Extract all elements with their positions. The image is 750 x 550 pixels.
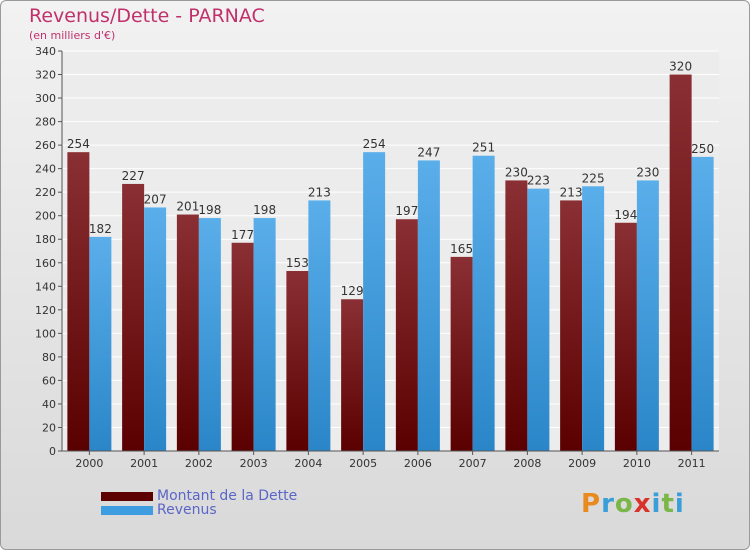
data-label-revenus: 254 (363, 137, 386, 151)
x-tick-label: 2009 (568, 457, 596, 470)
data-label-revenus: 182 (89, 222, 112, 236)
data-label-dette: 201 (176, 200, 199, 214)
x-tick-label: 2000 (75, 457, 103, 470)
bar-dette (122, 183, 145, 452)
y-tick-label: 80 (42, 351, 56, 364)
chart-subtitle: (en milliers d'€) (29, 29, 116, 42)
bar-dette (286, 271, 309, 451)
bar-revenus (527, 188, 550, 451)
y-tick-label: 280 (35, 116, 56, 129)
bar-revenus (198, 218, 221, 451)
bar-revenus (472, 155, 495, 452)
data-label-revenus: 198 (253, 203, 276, 217)
x-tick-label: 2011 (678, 457, 706, 470)
bar-dette (669, 74, 692, 451)
bar-dette (231, 242, 254, 451)
bar-dette (614, 222, 637, 451)
data-label-dette: 165 (450, 242, 473, 256)
bar-dette (560, 200, 583, 451)
x-tick-label: 2004 (294, 457, 322, 470)
y-tick-label: 220 (35, 186, 56, 199)
data-label-revenus: 247 (417, 145, 440, 159)
bar-dette (395, 219, 418, 451)
data-label-revenus: 225 (582, 171, 605, 185)
legend-label-dette: Montant de la Dette (157, 488, 298, 504)
data-label-dette: 197 (395, 204, 418, 218)
bar-revenus (363, 152, 386, 452)
data-label-dette: 230 (505, 165, 528, 179)
bar-revenus (144, 207, 167, 451)
y-tick-label: 240 (35, 163, 56, 176)
y-tick-label: 180 (35, 233, 56, 246)
y-tick-label: 100 (35, 327, 56, 340)
x-tick-label: 2005 (349, 457, 377, 470)
y-tick-label: 60 (42, 374, 56, 387)
bar-revenus (417, 160, 440, 452)
bar-revenus (691, 156, 714, 451)
x-tick-label: 2010 (623, 457, 651, 470)
data-label-dette: 177 (231, 228, 254, 242)
data-label-dette: 129 (341, 284, 364, 298)
data-label-revenus: 213 (308, 185, 331, 199)
data-label-dette: 320 (669, 60, 692, 74)
bar-dette (67, 152, 90, 452)
data-label-revenus: 223 (527, 174, 550, 188)
y-tick-label: 0 (49, 445, 56, 458)
bar-revenus (253, 218, 276, 451)
data-label-revenus: 207 (144, 192, 167, 206)
y-tick-label: 40 (42, 398, 56, 411)
bar-revenus (308, 200, 331, 451)
bar-dette (176, 214, 199, 451)
data-label-revenus: 230 (636, 165, 659, 179)
data-label-dette: 213 (560, 185, 583, 199)
data-label-dette: 227 (122, 169, 145, 183)
bar-dette (505, 180, 528, 452)
y-tick-label: 260 (35, 139, 56, 152)
data-label-revenus: 250 (691, 142, 714, 156)
data-label-dette: 153 (286, 256, 309, 270)
data-label-revenus: 251 (472, 141, 495, 155)
data-label-revenus: 198 (198, 203, 221, 217)
y-tick-label: 160 (35, 257, 56, 270)
data-label-dette: 194 (614, 208, 637, 222)
bar-revenus (582, 186, 605, 451)
chart-title: Revenus/Dette - PARNAC (29, 5, 265, 27)
bar-revenus (89, 236, 112, 451)
bar-dette (450, 256, 473, 451)
plot-area (62, 51, 719, 451)
bar-dette (341, 299, 364, 451)
legend-label-revenus: Revenus (157, 502, 217, 518)
y-tick-label: 120 (35, 304, 56, 317)
x-tick-label: 2008 (513, 457, 541, 470)
bar-revenus (636, 180, 659, 452)
x-tick-label: 2006 (404, 457, 432, 470)
x-tick-label: 2002 (185, 457, 213, 470)
y-tick-label: 300 (35, 92, 56, 105)
x-tick-label: 2007 (459, 457, 487, 470)
y-tick-label: 320 (35, 69, 56, 82)
y-tick-label: 140 (35, 280, 56, 293)
legend-swatch-dette (101, 491, 153, 501)
legend-swatch-revenus (101, 505, 153, 515)
y-tick-label: 340 (35, 45, 56, 58)
legend-item-dette: Montant de la Dette (101, 489, 297, 503)
y-tick-label: 20 (42, 421, 56, 434)
legend-item-revenus: Revenus (101, 503, 217, 517)
y-tick-label: 200 (35, 210, 56, 223)
x-tick-label: 2001 (130, 457, 158, 470)
data-label-dette: 254 (67, 137, 90, 151)
proxiti-logo: Proxiti (581, 489, 685, 519)
x-tick-label: 2003 (240, 457, 268, 470)
